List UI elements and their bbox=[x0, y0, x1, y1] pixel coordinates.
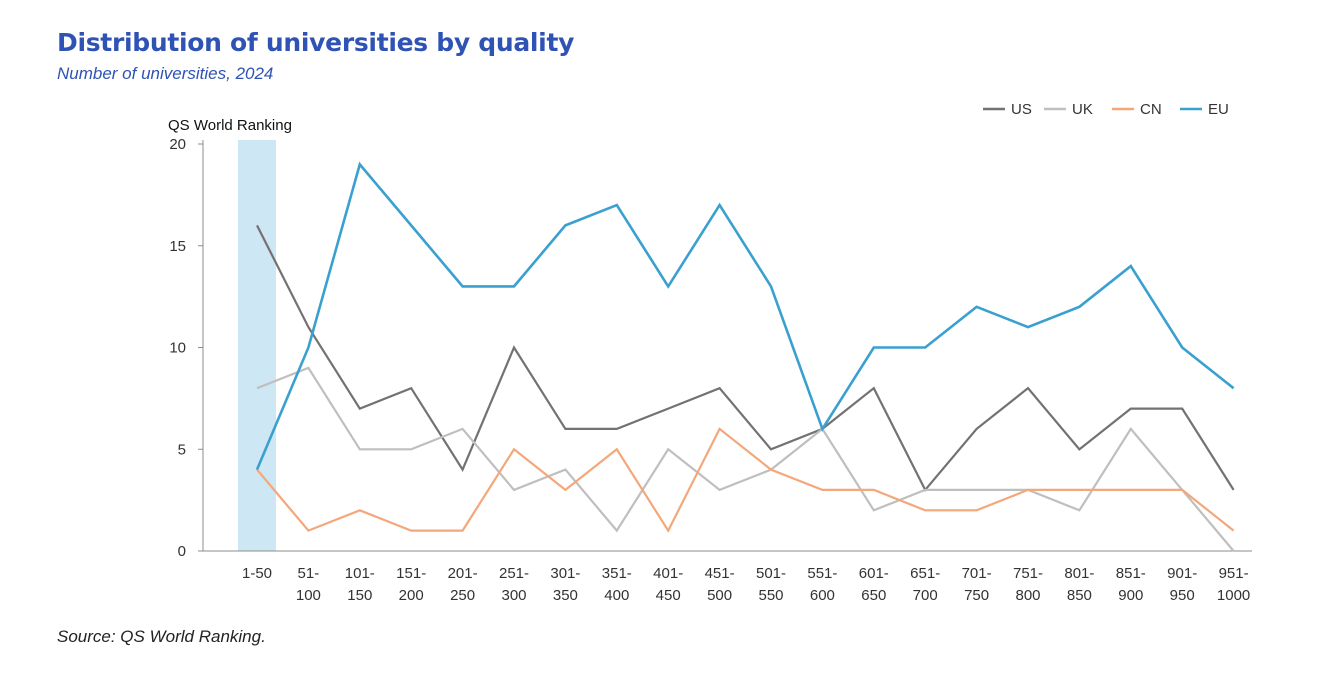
x-tick-label: 951- bbox=[1219, 565, 1249, 582]
y-tick-label: 20 bbox=[169, 136, 186, 153]
legend-label-us: US bbox=[1011, 101, 1032, 118]
x-tick-label: 400 bbox=[604, 587, 629, 604]
legend-label-cn: CN bbox=[1140, 101, 1162, 118]
x-tick-label: 550 bbox=[758, 587, 783, 604]
x-tick-label: 450 bbox=[656, 587, 681, 604]
x-tick-label: 501- bbox=[756, 565, 786, 582]
legend-label-eu: EU bbox=[1208, 101, 1229, 118]
series-line-eu bbox=[255, 161, 1235, 471]
x-tick-label: 750 bbox=[964, 587, 989, 604]
x-tick-label: 650 bbox=[861, 587, 886, 604]
source-note: Source: QS World Ranking. bbox=[57, 627, 266, 646]
x-tick-label: 551- bbox=[807, 565, 837, 582]
x-tick-label: 600 bbox=[810, 587, 835, 604]
x-tick-label: 601- bbox=[859, 565, 889, 582]
x-tick-label: 1000 bbox=[1217, 587, 1250, 604]
x-tick-label: 350 bbox=[553, 587, 578, 604]
x-tick-label: 900 bbox=[1118, 587, 1143, 604]
series-line-uk bbox=[256, 366, 1235, 552]
x-tick-label: 700 bbox=[913, 587, 938, 604]
x-tick-label: 1-50 bbox=[242, 565, 272, 582]
x-tick-label: 100 bbox=[296, 587, 321, 604]
x-tick-label: 51- bbox=[298, 565, 320, 582]
x-tick-label: 800 bbox=[1015, 587, 1040, 604]
x-tick-label: 651- bbox=[910, 565, 940, 582]
x-tick-label: 401- bbox=[653, 565, 683, 582]
x-tick-label: 250 bbox=[450, 587, 475, 604]
x-tick-label: 451- bbox=[705, 565, 735, 582]
highlight-band bbox=[238, 140, 276, 551]
x-tick-label: 201- bbox=[448, 565, 478, 582]
series-line-cn bbox=[256, 427, 1235, 533]
x-tick-label: 251- bbox=[499, 565, 529, 582]
x-tick-label: 101- bbox=[345, 565, 375, 582]
x-tick-label: 851- bbox=[1116, 565, 1146, 582]
chart-title: Distribution of universities by quality bbox=[57, 28, 575, 57]
x-tick-label: 801- bbox=[1064, 565, 1094, 582]
x-tick-label: 300 bbox=[501, 587, 526, 604]
x-tick-label: 150 bbox=[347, 587, 372, 604]
legend-label-uk: UK bbox=[1072, 101, 1093, 118]
chart-subtitle: Number of universities, 2024 bbox=[57, 64, 274, 83]
x-tick-label: 151- bbox=[396, 565, 426, 582]
x-tick-label: 901- bbox=[1167, 565, 1197, 582]
y-axis-label: QS World Ranking bbox=[168, 117, 292, 134]
series-line-us bbox=[256, 224, 1235, 492]
x-tick-label: 701- bbox=[962, 565, 992, 582]
x-tick-label: 500 bbox=[707, 587, 732, 604]
y-tick-label: 15 bbox=[169, 238, 186, 255]
x-tick-label: 751- bbox=[1013, 565, 1043, 582]
x-tick-label: 850 bbox=[1067, 587, 1092, 604]
x-tick-label: 351- bbox=[602, 565, 632, 582]
x-tick-label: 950 bbox=[1170, 587, 1195, 604]
x-tick-label: 200 bbox=[399, 587, 424, 604]
y-tick-label: 10 bbox=[169, 340, 186, 357]
y-tick-label: 0 bbox=[178, 543, 186, 560]
x-tick-label: 301- bbox=[550, 565, 580, 582]
y-tick-label: 5 bbox=[178, 441, 186, 458]
